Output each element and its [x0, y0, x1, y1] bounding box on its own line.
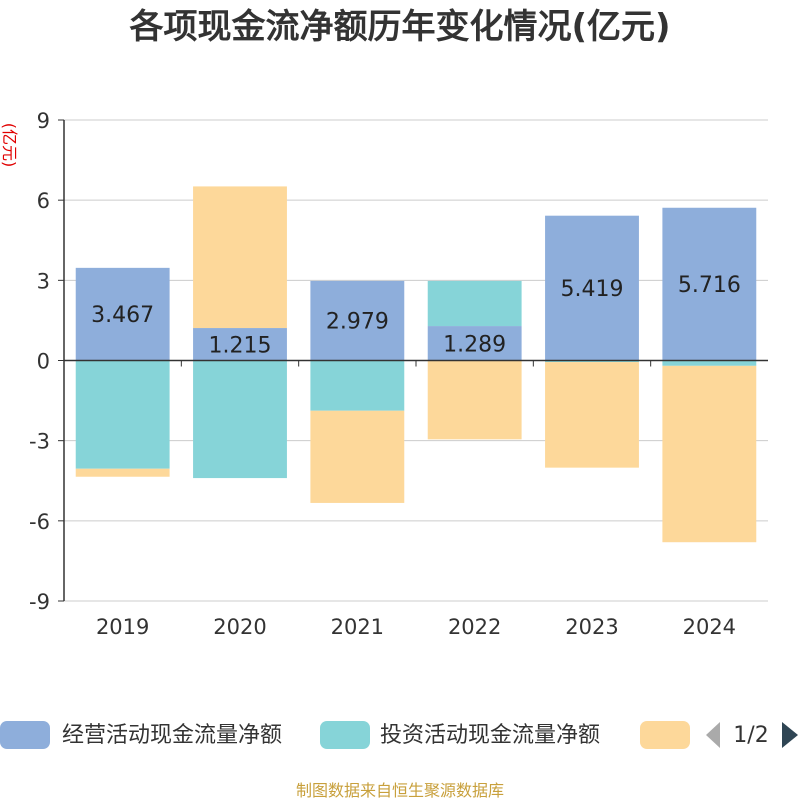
bar-1-2020[interactable] — [193, 328, 287, 361]
x-tick-label: 2019 — [96, 615, 149, 639]
bar-1-2021[interactable] — [310, 280, 405, 361]
bar-1-2019[interactable] — [75, 267, 170, 361]
data-label-2019: 3.467 — [91, 303, 154, 328]
x-tick-label: 2020 — [213, 615, 266, 639]
data-label-2023: 5.419 — [561, 277, 624, 302]
x-tick-label: 2022 — [448, 615, 501, 639]
data-label-2021: 2.979 — [326, 310, 389, 335]
y-tick-label: 3 — [37, 269, 50, 293]
bars — [75, 186, 757, 543]
legend-pager: 1/2 — [706, 722, 798, 748]
bar-1-2022[interactable] — [427, 326, 522, 361]
bar-2-2024[interactable] — [662, 360, 757, 366]
legend: 经营活动现金流量净额 投资活动现金流量净额 — [0, 721, 690, 749]
data-labels: 3.467 1.215 2.979 1.289 5.419 5.716 — [91, 273, 741, 358]
legend-label-2[interactable]: 投资活动现金流量净额 — [380, 723, 600, 748]
data-label-2024: 5.716 — [678, 273, 741, 298]
y-tick-label: -6 — [29, 510, 50, 534]
legend-label-1[interactable]: 经营活动现金流量净额 — [62, 723, 282, 748]
bar-2-2022[interactable] — [427, 280, 522, 327]
data-label-2022: 1.289 — [443, 332, 506, 357]
bar-1-2023[interactable] — [545, 215, 639, 361]
legend-next-page-icon[interactable] — [782, 722, 798, 748]
bar-3-2022[interactable] — [427, 360, 522, 440]
bar-3-2019[interactable] — [75, 468, 170, 477]
y-tick-label: 0 — [37, 350, 50, 374]
y-tick-label: 9 — [37, 109, 50, 133]
bar-2-2021[interactable] — [310, 360, 405, 411]
bar-2-2020[interactable] — [193, 360, 287, 479]
bar-3-2023[interactable] — [545, 362, 639, 468]
axes: 9 6 3 0 -3 -6 -9 2019 2020 2021 2022 2023 2024 — [29, 109, 768, 639]
bar-3-2024[interactable] — [662, 365, 757, 543]
legend-page-indicator: 1/2 — [733, 723, 768, 748]
y-axis-label: (亿元) — [0, 123, 19, 168]
bar-2-2023[interactable] — [545, 360, 639, 363]
bar-2-2019[interactable] — [75, 360, 170, 469]
y-tick-label: -9 — [29, 590, 50, 614]
x-tick-label: 2024 — [683, 615, 736, 639]
legend-prev-page-icon[interactable] — [706, 722, 720, 748]
legend-swatch-3[interactable] — [640, 721, 690, 749]
y-tick-label: 6 — [37, 189, 50, 213]
x-tick-label: 2021 — [331, 615, 384, 639]
y-tick-label: -3 — [29, 430, 50, 454]
bar-1-2024[interactable] — [662, 207, 757, 361]
bar-3-2020[interactable] — [193, 186, 287, 329]
bar-3-2021[interactable] — [310, 410, 405, 503]
x-tick-label: 2023 — [565, 615, 618, 639]
data-label-2020: 1.215 — [209, 333, 272, 358]
legend-swatch-2[interactable] — [320, 721, 370, 749]
chart-title: 各项现金流净额历年变化情况(亿元) — [129, 7, 670, 47]
legend-swatch-1[interactable] — [0, 721, 50, 749]
footer-source: 制图数据来自恒生聚源数据库 — [296, 781, 504, 800]
